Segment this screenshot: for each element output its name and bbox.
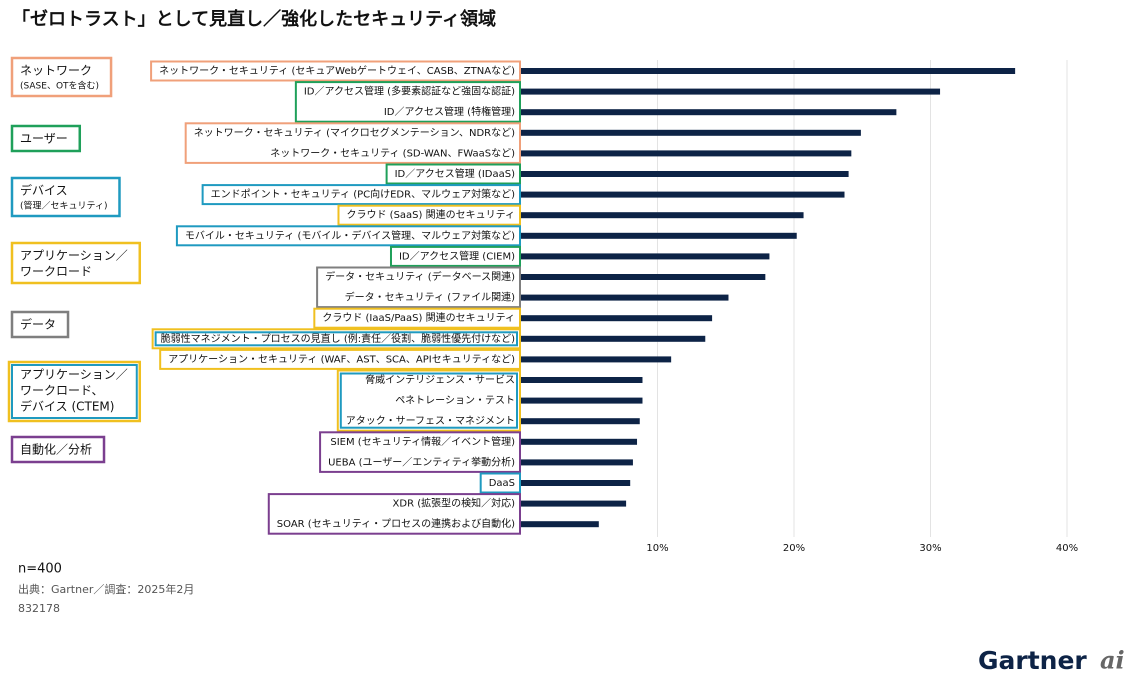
label-group-box: [313, 307, 521, 329]
legend-label: アプリケーション／: [20, 368, 128, 382]
chart-title: 「ゼロトラスト」として見直し／強化したセキュリティ領域: [12, 8, 496, 30]
brand-ai: ai: [1100, 646, 1125, 675]
bar: [521, 129, 861, 136]
legend-label: アプリケーション／: [20, 249, 128, 263]
bar-label: データ・セキュリティ (ファイル関連): [345, 291, 515, 304]
bar-label: ID／アクセス管理 (特権管理): [384, 105, 515, 118]
x-tick-label: 20%: [783, 543, 805, 554]
x-tick-label: 30%: [919, 543, 941, 554]
label-group-box: [319, 431, 521, 473]
bar: [521, 109, 897, 116]
bar: [521, 521, 599, 528]
bar: [521, 459, 633, 466]
legend-label: ネットワーク: [20, 64, 92, 78]
label-group-box: [159, 348, 521, 370]
legend-box: [10, 56, 113, 98]
legend-label: ワークロード: [20, 265, 92, 279]
label-group-box: [151, 328, 521, 350]
bar-label: UEBA (ユーザー／エンティティ挙動分析): [328, 455, 515, 468]
bar-label: ペネトレーション・テスト: [395, 395, 515, 407]
legend-box-inner: [11, 364, 138, 419]
legend-label: ワークロード、: [20, 384, 104, 398]
bar: [521, 68, 1016, 74]
label-group-box: [201, 184, 521, 206]
label-group-box: [336, 369, 521, 432]
legend-label: 自動化／分析: [20, 443, 92, 457]
bar-label: アプリケーション・セキュリティ (WAF、AST、SCA、APIセキュリティなど…: [168, 353, 515, 365]
bar: [521, 232, 797, 239]
source: 出典：Gartner／調査：2025年2月: [18, 582, 194, 596]
bar-label: ネットワーク・セキュリティ (セキュアWebゲートウェイ、CASB、ZTNAなど…: [159, 65, 515, 77]
label-group-box: [150, 60, 521, 82]
label-group-box: [184, 122, 521, 164]
label-group-box: [479, 472, 521, 494]
bar: [521, 150, 852, 157]
legend-label: デバイス: [20, 183, 68, 198]
brand-logo: Gartner: [978, 646, 1087, 675]
bar: [521, 418, 640, 425]
legend-box: [10, 124, 82, 153]
bar: [521, 438, 638, 445]
bar-label: ID／アクセス管理 (多要素認証など強固な認証): [304, 85, 515, 98]
bar-label: XDR (拡張型の検知／対応): [393, 497, 516, 510]
label-group-box: [175, 225, 521, 247]
bar-label: データ・セキュリティ (データベース関連): [325, 270, 515, 283]
bar: [521, 335, 706, 342]
label-group-box: [316, 266, 521, 309]
bar: [521, 88, 941, 95]
x-tick-label: 40%: [1056, 543, 1078, 554]
label-group-box: [389, 245, 521, 267]
bar-label: クラウド (SaaS) 関連のセキュリティ: [346, 208, 515, 221]
legend-label: ユーザー: [20, 132, 68, 146]
bar-label: アタック・サーフェス・マネジメント: [346, 415, 515, 427]
legend-note: (管理／セキュリティ): [20, 200, 107, 212]
bar-label: ID／アクセス管理 (IDaaS): [395, 167, 515, 180]
legend-label: データ: [20, 317, 56, 332]
x-tick-label: 10%: [646, 543, 668, 554]
bar: [521, 191, 845, 198]
bar: [521, 294, 729, 301]
bar: [521, 500, 627, 507]
legend-label: デバイス (CTEM): [20, 399, 114, 414]
sample-size: n=400: [18, 562, 62, 577]
legend-box: [10, 176, 121, 218]
bar: [521, 377, 643, 383]
bar: [521, 171, 849, 177]
bar-label: 脆弱性マネジメント・プロセスの見直し (例:責任／役割、脆弱性優先付けなど): [161, 332, 515, 345]
legend-box: [10, 310, 70, 339]
legend-box: [10, 435, 106, 464]
bar-label: SIEM (セキュリティ情報／イベント管理): [330, 435, 515, 448]
legend-box: [7, 360, 142, 423]
bar-label: ID／アクセス管理 (CIEM): [399, 249, 515, 262]
bar: [521, 253, 770, 260]
legend-note: (SASE、OTを含む): [20, 80, 99, 92]
label-group-box: [337, 204, 521, 226]
bar: [521, 480, 631, 486]
legend-box: [10, 241, 142, 285]
label-group-box-inner: [339, 372, 518, 429]
label-group-box: [294, 81, 521, 123]
bar-label: SOAR (セキュリティ・プロセスの連携および自動化): [277, 517, 515, 530]
bar: [521, 212, 804, 219]
bar-label: ネットワーク・セキュリティ (SD-WAN、FWaaSなど): [270, 147, 515, 159]
bar-label: 脅威インテリジェンス・サービス: [365, 373, 515, 386]
label-group-box-inner: [154, 331, 518, 347]
bar-label: モバイル・セキュリティ (モバイル・デバイス管理、マルウェア対策など): [185, 229, 515, 242]
bar-label: DaaS: [489, 478, 515, 489]
bar: [521, 397, 643, 404]
bar-label: ネットワーク・セキュリティ (マイクロセグメンテーション、NDRなど): [194, 126, 515, 139]
bar: [521, 274, 766, 280]
doc-id: 832178: [18, 602, 60, 615]
bar: [521, 315, 713, 322]
bar-label: クラウド (IaaS/PaaS) 関連のセキュリティ: [322, 311, 515, 324]
label-group-box: [267, 493, 521, 535]
bar-label: エンドポイント・セキュリティ (PC向けEDR、マルウェア対策など): [211, 188, 515, 201]
label-group-box: [385, 163, 521, 185]
bar: [521, 356, 672, 363]
